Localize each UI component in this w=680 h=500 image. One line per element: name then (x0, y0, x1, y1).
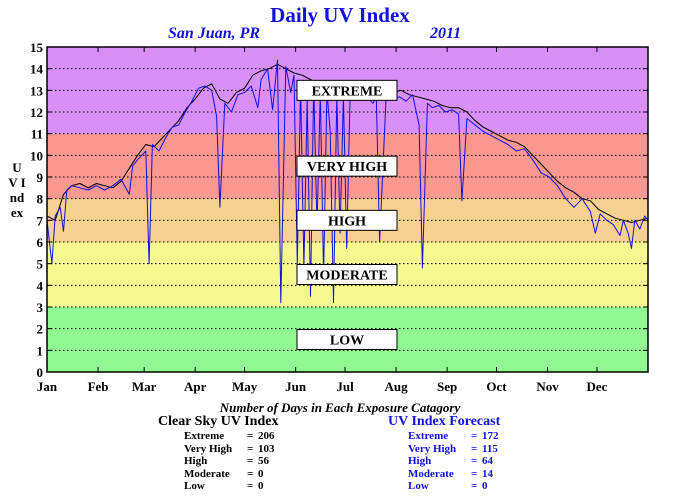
stat-sep: = (471, 442, 478, 455)
x-tick-label: Dec (586, 379, 607, 394)
plot-frame (46, 46, 649, 373)
stats-title: Number of Days in Each Exposure Catagory (219, 400, 461, 415)
y-tick-label: 5 (37, 257, 44, 272)
band-label: LOW (330, 334, 364, 349)
stat-label: High (184, 455, 208, 467)
band-label: EXTREME (312, 84, 383, 99)
x-tick-label: Aug (385, 379, 409, 394)
stat-label: Extreme (184, 430, 225, 442)
band-label-box (296, 329, 398, 350)
y-tick-label: 10 (30, 148, 43, 163)
y-tick-label: 0 (37, 365, 44, 380)
stat-value: 14 (482, 467, 493, 480)
stat-value: 0 (258, 467, 264, 480)
stat-sep: = (247, 442, 254, 455)
y-tick-label: 14 (30, 62, 44, 77)
y-tick-label: 13 (30, 83, 44, 98)
y-tick-label: 15 (30, 40, 44, 55)
x-tick-label: Feb (88, 379, 109, 394)
chart-title: Daily UV Index (270, 3, 410, 27)
x-tick-label: Mar (132, 379, 157, 394)
y-tick-label: 6 (37, 235, 44, 250)
clear-sky-title: Clear Sky UV Index (158, 414, 279, 429)
band-labels: LOW MODERATE HIGH VERY HIGH EXTREME (296, 79, 398, 350)
stat-label: High (408, 455, 432, 467)
x-tick-label: Nov (536, 379, 559, 394)
stat-sep: = (471, 455, 478, 467)
band-label-box (296, 155, 398, 177)
x-tick-label: Jun (285, 379, 307, 394)
stat-value: 0 (258, 480, 264, 492)
y-tick-label: 4 (37, 278, 44, 293)
band-label: MODERATE (306, 269, 387, 284)
stat-sep: = (247, 467, 254, 480)
stat-label: Extreme (408, 430, 449, 442)
chart-year: 2011 (430, 25, 462, 42)
stat-value: 103 (258, 442, 275, 455)
y-tick-label: 2 (37, 322, 44, 337)
stat-label: Low (184, 480, 205, 492)
x-tick-label: Jan (37, 379, 58, 394)
stat-value: 0 (482, 480, 488, 492)
stat-label: Low (408, 480, 429, 492)
band-label: VERY HIGH (307, 160, 387, 175)
forecast-title: UV Index Forecast (388, 414, 501, 429)
y-tick-label: 7 (37, 213, 44, 228)
band-label: HIGH (328, 214, 366, 229)
y-tick-label: 9 (37, 170, 44, 185)
stat-label: Very High (408, 442, 457, 455)
series-uv-index-forecast (46, 59, 649, 304)
stat-sep: = (471, 430, 478, 442)
x-tick-label: Apr (184, 379, 207, 394)
band-label-box (296, 264, 398, 285)
stat-sep: = (247, 455, 254, 467)
stat-sep: = (247, 430, 254, 442)
stat-value: 115 (482, 442, 498, 455)
y-tick-label: 8 (37, 192, 44, 207)
stat-value: 56 (258, 455, 269, 467)
stat-label: Very High (184, 442, 233, 455)
stat-sep: = (247, 480, 254, 492)
chart-location: San Juan, PR (168, 25, 261, 42)
y-tick-label: 12 (30, 105, 43, 120)
x-ticks: Jan Feb Mar Apr May Jun Jul Aug Sep Oct Nov Dec (37, 47, 608, 394)
x-tick-label: Sep (437, 379, 457, 394)
stat-label: Moderate (408, 467, 454, 480)
y-tick-label: 11 (31, 127, 43, 142)
gridlines (47, 68, 648, 351)
x-tick-label: May (232, 379, 258, 394)
stat-label: Moderate (184, 467, 230, 480)
stat-sep: = (471, 467, 478, 480)
stat-sep: = (471, 480, 478, 492)
x-tick-label: Jul (336, 379, 354, 394)
y-tick-label: 1 (37, 343, 44, 358)
stat-value: 64 (482, 455, 493, 467)
y-tick-label: 3 (37, 300, 44, 315)
band-label-box (296, 209, 398, 231)
x-tick-label: Oct (486, 379, 507, 394)
band-label-box (296, 79, 398, 101)
stat-value: 172 (482, 430, 499, 442)
y-axis-label: UV Index (8, 160, 26, 220)
stat-value: 206 (258, 430, 275, 442)
